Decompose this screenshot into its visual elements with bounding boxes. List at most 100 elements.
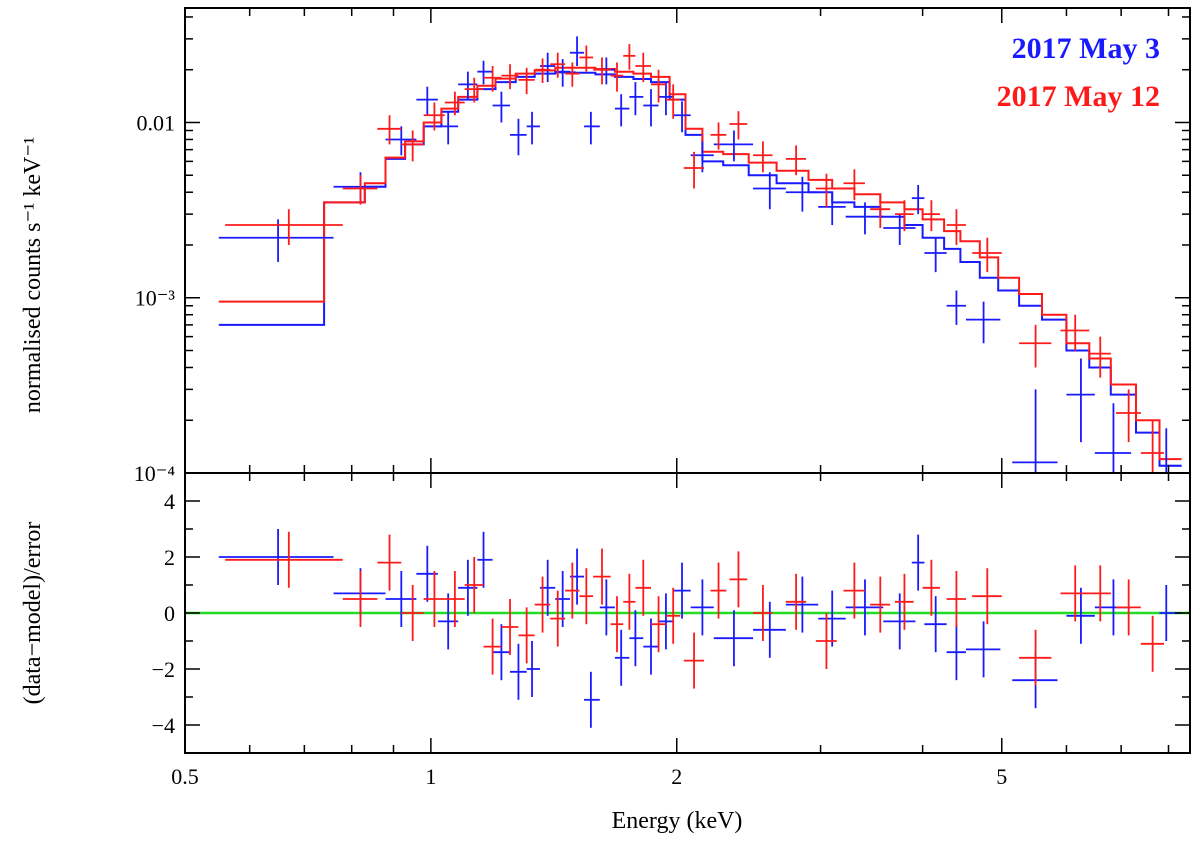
residual-point: [526, 641, 540, 697]
residual-point: [565, 562, 580, 619]
spectrum-ticks: 0.01 10⁻³ 10⁻⁴: [134, 16, 1190, 486]
residual-point: [683, 632, 705, 689]
data-point: [437, 111, 459, 145]
residual-point: [444, 571, 465, 627]
model-step-curve: [218, 71, 1182, 467]
residual-point: [894, 573, 914, 630]
residual-point: [818, 590, 846, 647]
data-point: [377, 115, 402, 145]
residual-point: [972, 568, 1002, 625]
residual-point: [1116, 579, 1141, 636]
residual-point: [1066, 587, 1095, 644]
residual-y-tick-label: 2: [164, 545, 175, 570]
data-point: [894, 200, 914, 232]
residual-point: [385, 571, 417, 627]
residual-point: [377, 534, 402, 591]
residual-point: [643, 618, 659, 675]
residual-point: [599, 579, 615, 636]
residual-point: [534, 576, 551, 633]
data-point: [883, 214, 916, 245]
residual-y-axis-title: (data−model)/error: [20, 522, 46, 705]
data-point: [658, 82, 674, 116]
residual-point: [401, 585, 424, 641]
residual-point: [225, 531, 343, 588]
x-axis-ticks: 0.5 1 2 5: [171, 8, 1170, 789]
data-point: [673, 101, 691, 133]
data-point: [579, 45, 594, 72]
residual-y-tick-label: −4: [152, 713, 175, 738]
residual-point: [464, 557, 484, 613]
data-point: [729, 111, 748, 140]
data-point: [464, 77, 484, 103]
data-point: [665, 84, 681, 119]
residual-point: [713, 610, 754, 667]
data-point: [1094, 403, 1132, 473]
residual-point: [690, 579, 714, 636]
data-point: [477, 60, 493, 85]
residual-point: [623, 573, 636, 630]
data-point: [1116, 389, 1141, 443]
legend-entry-may-3: 2017 May 3: [1012, 32, 1160, 65]
residual-point: [710, 562, 727, 619]
legend: 2017 May 3 2017 May 12: [997, 32, 1160, 113]
y-tick-label: 10⁻³: [135, 286, 176, 311]
data-point: [643, 89, 659, 127]
x-tick-label: 2: [671, 764, 682, 789]
data-point: [843, 169, 865, 201]
data-point: [565, 62, 580, 87]
data-point: [651, 69, 666, 103]
residual-point: [635, 559, 652, 616]
data-point: [922, 200, 940, 232]
data-point: [815, 173, 837, 207]
data-point: [610, 62, 624, 92]
residual-point: [423, 571, 445, 627]
residual-point: [843, 562, 865, 619]
residual-point: [218, 529, 334, 585]
residual-point: [1089, 565, 1111, 622]
model-step-curve: [218, 66, 1182, 461]
data-point: [972, 237, 1002, 273]
residual-point: [845, 579, 884, 636]
residual-point: [1140, 615, 1165, 672]
data-point: [534, 58, 551, 83]
residual-point: [651, 596, 666, 653]
data-point: [218, 219, 334, 262]
data-point: [584, 111, 600, 145]
residual-point: [673, 562, 691, 619]
residual-point: [911, 534, 925, 591]
data-point: [911, 184, 925, 215]
data-point: [870, 194, 891, 228]
data-point: [342, 175, 378, 205]
residual-point: [753, 601, 786, 658]
residual-point: [946, 624, 966, 681]
data-point: [623, 44, 636, 70]
data-point: [444, 91, 465, 116]
residual-point: [924, 596, 947, 653]
x-tick-label: 0.5: [171, 764, 199, 789]
data-point: [569, 36, 585, 67]
residual-point: [629, 610, 644, 667]
residual-point: [550, 590, 566, 647]
legend-entry-may-12: 2017 May 12: [997, 80, 1160, 113]
x-tick-label: 1: [425, 764, 436, 789]
data-point: [753, 172, 786, 210]
data-point: [1089, 336, 1111, 378]
residual-point: [510, 643, 527, 700]
data-point: [593, 57, 611, 85]
residual-point: [477, 531, 493, 588]
data-point: [550, 52, 566, 78]
residual-point: [922, 559, 940, 616]
data-point: [333, 172, 386, 203]
residual-point: [729, 551, 748, 608]
residual-y-tick-label: −2: [152, 657, 175, 682]
residual-point: [483, 618, 502, 675]
x-tick-label: 5: [996, 764, 1007, 789]
spectrum-panel: 0.01 10⁻³ 10⁻⁴ normalised counts s⁻¹ keV⁻¹…: [20, 7, 1191, 486]
data-point: [518, 67, 535, 95]
residual-point: [883, 593, 916, 650]
data-point: [385, 126, 417, 156]
residual-point: [1019, 629, 1052, 686]
data-point: [1159, 428, 1182, 473]
residual-point: [501, 599, 519, 655]
